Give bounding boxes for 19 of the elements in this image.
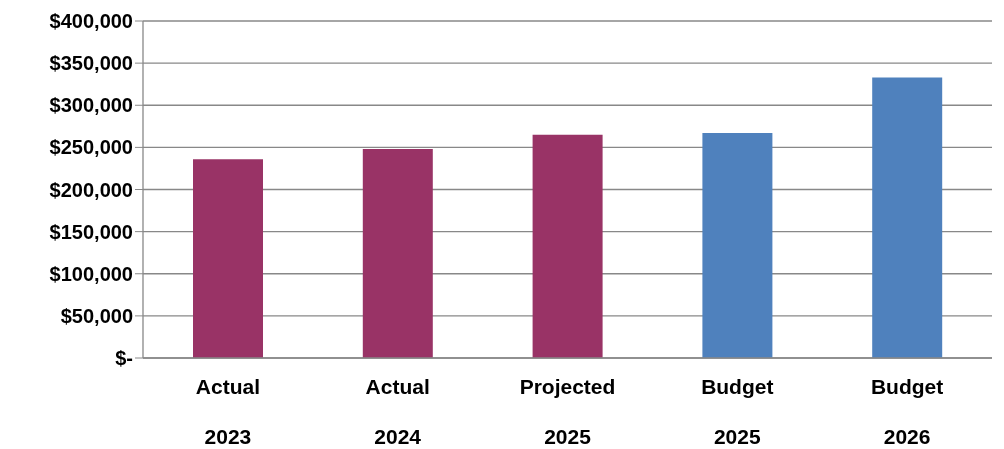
bar bbox=[702, 133, 773, 358]
bar bbox=[362, 149, 433, 358]
bar bbox=[193, 159, 263, 358]
y-tick-label: $250,000 bbox=[49, 136, 133, 159]
y-tick-label: $100,000 bbox=[49, 262, 133, 285]
y-tick-label: $400,000 bbox=[49, 10, 133, 33]
y-tick-label: $300,000 bbox=[49, 94, 133, 117]
category-label: Projected 2025 bbox=[519, 375, 616, 448]
category-label: Actual 2024 bbox=[365, 375, 430, 448]
category-label: Actual 2023 bbox=[195, 375, 260, 448]
bar bbox=[872, 77, 943, 358]
y-tick-label: $- bbox=[115, 347, 133, 370]
bar bbox=[532, 134, 603, 358]
y-tick-label: $50,000 bbox=[60, 304, 133, 327]
category-label: Budget 2025 bbox=[701, 375, 774, 448]
y-tick-label: $150,000 bbox=[49, 220, 133, 243]
y-tick-label: $200,000 bbox=[49, 178, 133, 201]
category-label: Budget 2026 bbox=[870, 375, 944, 448]
y-tick-label: $350,000 bbox=[49, 52, 133, 75]
